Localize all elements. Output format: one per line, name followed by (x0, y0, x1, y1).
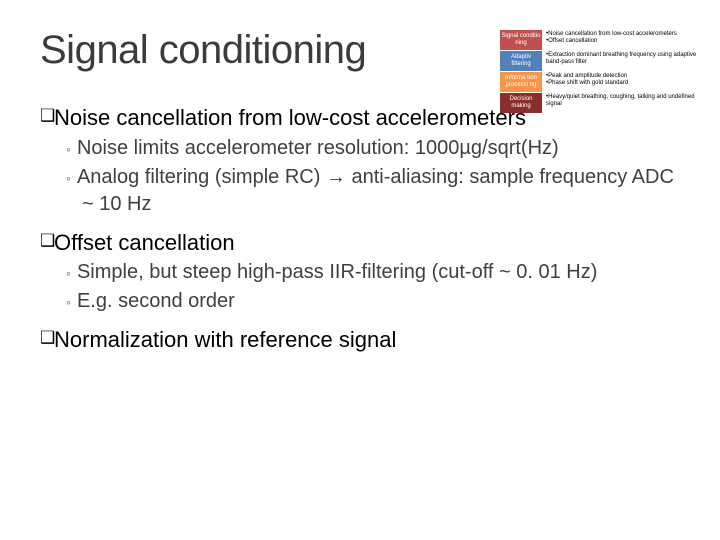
square-bullet-icon: ❑ (40, 230, 54, 253)
bullet-text: Offset cancellation (54, 230, 235, 255)
mini-row: Decision making •Heavy/quiet breathing, … (500, 93, 710, 113)
mini-item: •Extraction dominant breathing frequency… (546, 52, 708, 65)
mini-item-text: Offset cancellation (548, 38, 597, 44)
subbullet: ◦E.g. second order (66, 288, 690, 315)
slide-body: ❑Noise cancellation from low-cost accele… (40, 103, 690, 355)
bullet-offset-cancellation: ❑Offset cancellation (40, 228, 690, 258)
mini-item: •Heavy/quiet breathing, coughing, talkin… (546, 94, 708, 107)
bullet-text: Normalization with reference signal (54, 327, 396, 352)
mini-desc: •Heavy/quiet breathing, coughing, talkin… (542, 93, 710, 113)
mini-item-text: Extraction dominant breathing frequency … (546, 52, 696, 65)
mini-item-text: Peak and amplitude detection (548, 73, 627, 79)
mini-item: •Offset cancellation (546, 38, 708, 45)
ring-bullet-icon: ◦ (66, 294, 77, 310)
mini-box-label: Signal conditio ning (501, 33, 541, 46)
process-mini-diagram: Signal conditio ning •Noise cancellation… (500, 30, 710, 114)
mini-box-decision-making: Decision making (500, 93, 542, 113)
square-bullet-icon: ❑ (40, 327, 54, 350)
subbullet: ◦Analog filtering (simple RC) → anti-ali… (66, 164, 690, 218)
mini-box-information-processing: Informa tion processi ng (500, 72, 542, 92)
bullet-text: Noise cancellation from low-cost acceler… (54, 105, 526, 130)
subbullet: ◦Noise limits accelerometer resolution: … (66, 135, 690, 162)
mini-box-label: Adaptiv filtering (501, 54, 541, 67)
subbullet-text: Analog filtering (simple RC) → anti-alia… (77, 166, 674, 215)
mini-row: Signal conditio ning •Noise cancellation… (500, 30, 710, 50)
mini-box-label: Decision making (501, 96, 541, 109)
mini-desc: •Noise cancellation from low-cost accele… (542, 30, 710, 50)
mini-row: Informa tion processi ng •Peak and ampli… (500, 72, 710, 92)
ring-bullet-icon: ◦ (66, 265, 77, 281)
mini-item-text: Phase shift with gold standard (548, 80, 628, 86)
mini-desc: •Peak and amplitude detection •Phase shi… (542, 72, 710, 92)
mini-item: •Phase shift with gold standard (546, 80, 708, 87)
subbullet-text: Simple, but steep high-pass IIR-filterin… (77, 261, 597, 283)
ring-bullet-icon: ◦ (66, 170, 77, 186)
slide: Signal conditio ning •Noise cancellation… (0, 28, 720, 540)
bullet-normalization: ❑Normalization with reference signal (40, 325, 690, 355)
subbullet-text: E.g. second order (77, 290, 235, 312)
mini-item-text: Heavy/quiet breathing, coughing, talking… (546, 94, 695, 107)
mini-box-adaptive-filtering: Adaptiv filtering (500, 51, 542, 71)
mini-box-label: Informa tion processi ng (501, 75, 541, 88)
mini-item-text: Noise cancellation from low-cost acceler… (548, 31, 677, 37)
mini-item: •Peak and amplitude detection (546, 73, 708, 80)
subbullet-text: Noise limits accelerometer resolution: 1… (77, 137, 559, 159)
mini-box-signal-conditioning: Signal conditio ning (500, 30, 542, 50)
mini-item: •Noise cancellation from low-cost accele… (546, 31, 708, 38)
mini-desc: •Extraction dominant breathing frequency… (542, 51, 710, 71)
mini-row: Adaptiv filtering •Extraction dominant b… (500, 51, 710, 71)
subbullet: ◦Simple, but steep high-pass IIR-filteri… (66, 259, 690, 286)
ring-bullet-icon: ◦ (66, 141, 77, 157)
square-bullet-icon: ❑ (40, 105, 54, 128)
